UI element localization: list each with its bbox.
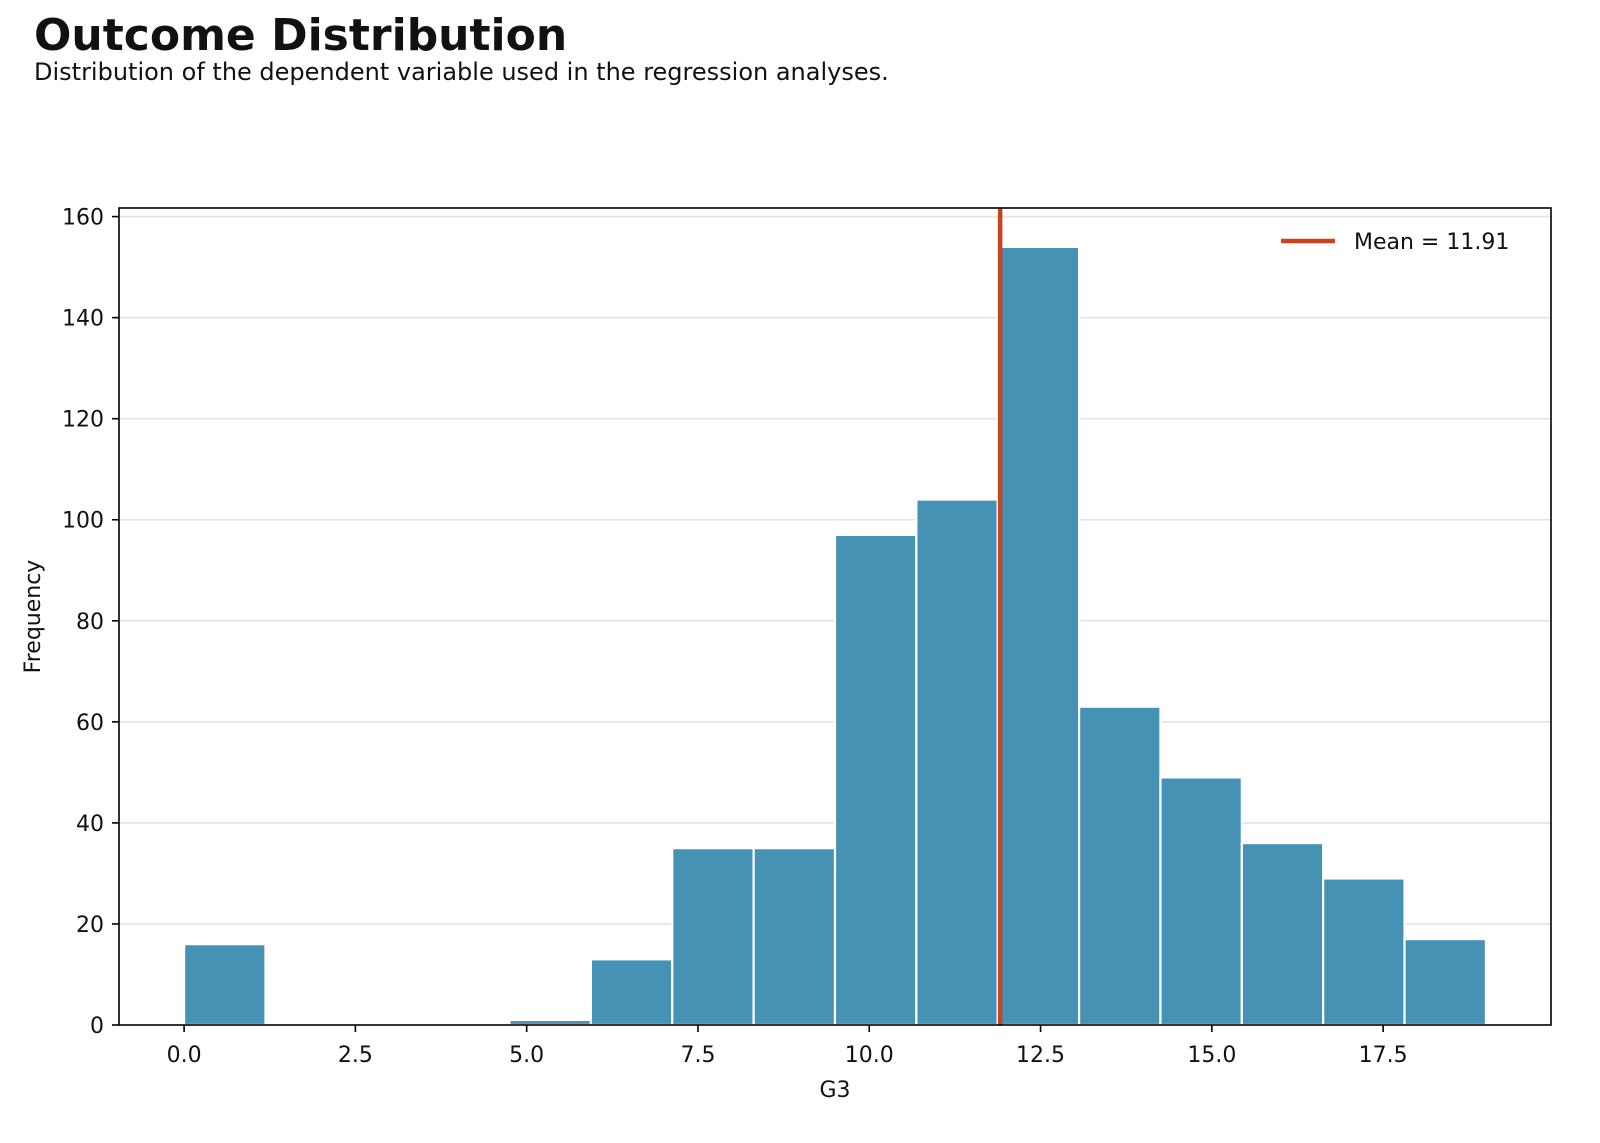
y-axis-ticks: 0 20 40 60 80 100 120 140 160 <box>62 206 119 1039</box>
histogram-bar <box>833 533 918 1027</box>
x-axis-label: G3 <box>819 1078 850 1103</box>
x-tick-label: 12.5 <box>1016 1043 1065 1068</box>
chart-title: Outcome Distribution <box>34 10 568 61</box>
x-tick-label: 15.0 <box>1187 1043 1236 1068</box>
x-tick-label: 7.5 <box>680 1043 715 1068</box>
histogram-bar <box>1077 705 1162 1027</box>
y-tick-label: 120 <box>62 408 104 433</box>
x-tick-label: 5.0 <box>509 1043 544 1068</box>
histogram-bars <box>182 245 1488 1027</box>
y-tick-label: 60 <box>76 711 104 736</box>
x-tick-label: 10.0 <box>845 1043 894 1068</box>
x-axis-ticks: 0.0 2.5 5.0 7.5 10.0 12.5 15.0 17.5 <box>167 1025 1408 1068</box>
y-tick-label: 0 <box>90 1014 104 1039</box>
plot-frame <box>118 207 1552 1026</box>
histogram-bar <box>1322 877 1406 1027</box>
y-tick-label: 100 <box>62 509 104 534</box>
x-tick-label: 2.5 <box>338 1043 373 1068</box>
y-tick-label: 40 <box>76 812 104 837</box>
histogram-bar <box>589 958 674 1027</box>
histogram-bar <box>1159 776 1243 1027</box>
legend-mean-label: Mean = 11.91 <box>1354 230 1509 255</box>
y-tick-label: 80 <box>76 610 104 635</box>
y-tick-label: 140 <box>62 307 104 332</box>
x-tick-label: 0.0 <box>167 1043 202 1068</box>
histogram-bar <box>671 847 755 1027</box>
x-tick-label: 17.5 <box>1359 1043 1408 1068</box>
histogram-bar <box>752 847 837 1027</box>
legend: Mean = 11.91 <box>1281 230 1509 255</box>
histogram-bar <box>1403 938 1488 1027</box>
chart-subtitle: Distribution of the dependent variable u… <box>34 58 889 86</box>
histogram-bar <box>996 245 1081 1027</box>
y-tick-label: 20 <box>76 913 104 938</box>
y-axis-label: Frequency <box>21 560 46 674</box>
histogram-bar <box>182 943 267 1027</box>
y-tick-label: 160 <box>62 206 104 231</box>
histogram-bar <box>1240 842 1325 1027</box>
histogram-bar <box>915 498 999 1027</box>
